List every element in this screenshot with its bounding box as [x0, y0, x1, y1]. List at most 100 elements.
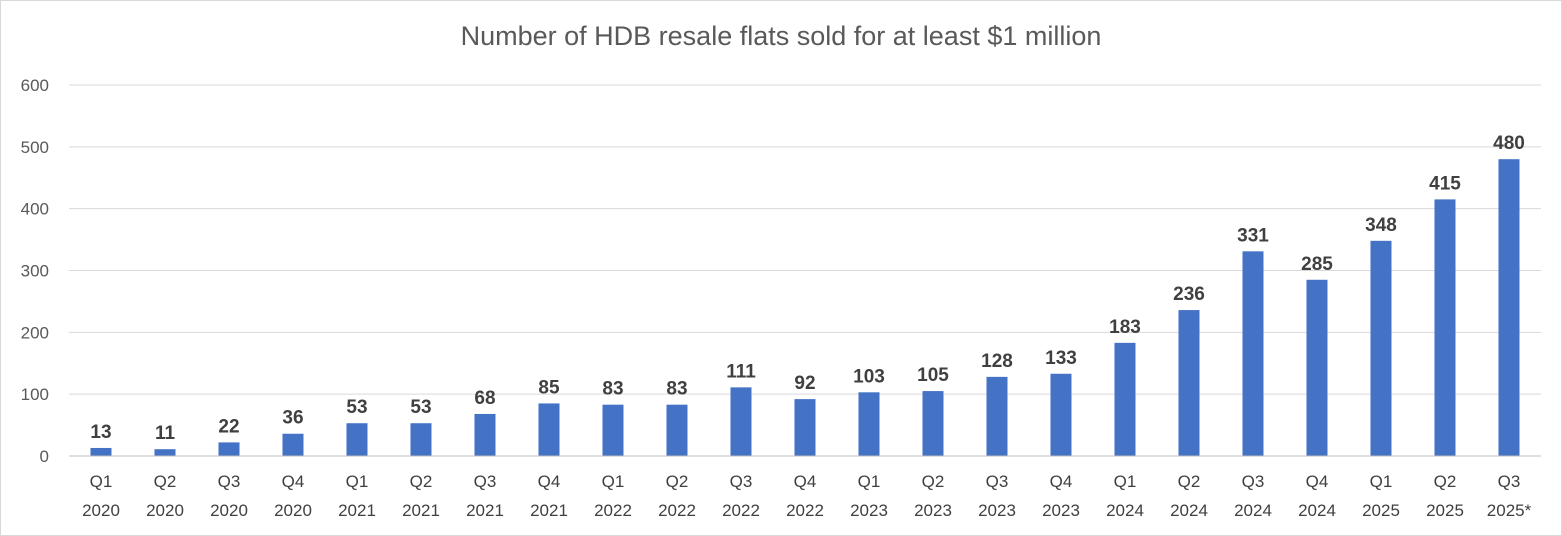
- data-label: 68: [474, 388, 495, 409]
- y-tick-label: 500: [21, 138, 49, 157]
- x-tick-label-year: 2023: [978, 501, 1016, 520]
- bar: [410, 423, 432, 456]
- y-tick-label: 100: [21, 385, 49, 404]
- bar: [922, 391, 944, 456]
- x-tick-label-year: 2023: [1042, 501, 1080, 520]
- bar: [90, 447, 112, 456]
- x-tick-label-quarter: Q3: [474, 472, 497, 491]
- data-label: 285: [1301, 254, 1333, 275]
- y-tick-label: 400: [21, 200, 49, 219]
- y-tick-label: 200: [21, 323, 49, 342]
- bar: [666, 404, 688, 456]
- x-tick-label-quarter: Q1: [1370, 472, 1393, 491]
- x-tick-label-quarter: Q4: [794, 472, 817, 491]
- x-tick-label-quarter: Q1: [858, 472, 881, 491]
- data-label: 13: [90, 422, 111, 443]
- axis-layer: 0 100 200 300 400 500 600 Q1 2020 Q2 2020 Q3 2020 Q4 2…: [21, 76, 1541, 520]
- x-tick-label-quarter: Q1: [1114, 472, 1137, 491]
- data-label: 133: [1045, 348, 1077, 369]
- data-label: 83: [666, 379, 687, 400]
- x-tick-label-quarter: Q1: [346, 472, 369, 491]
- data-label: 22: [218, 416, 239, 437]
- data-label: 331: [1237, 225, 1269, 246]
- x-tick-label-quarter: Q2: [154, 472, 177, 491]
- bar: [218, 442, 240, 456]
- x-tick-label-quarter: Q1: [90, 472, 113, 491]
- data-label: 128: [981, 351, 1013, 372]
- bar: [858, 392, 880, 456]
- x-tick-label-year: 2025: [1362, 501, 1400, 520]
- x-tick-label-year: 2025*: [1487, 501, 1532, 520]
- bar: [282, 433, 304, 456]
- bar: [1498, 159, 1520, 456]
- y-tick-label: 600: [21, 76, 49, 95]
- data-label: 103: [853, 366, 885, 387]
- x-tick-label-quarter: Q4: [1306, 472, 1329, 491]
- bar: [986, 376, 1008, 456]
- data-label: 36: [282, 408, 303, 429]
- x-tick-label-year: 2022: [594, 501, 632, 520]
- data-label: 480: [1493, 133, 1525, 154]
- x-tick-label-year: 2024: [1298, 501, 1336, 520]
- x-tick-label-quarter: Q3: [218, 472, 241, 491]
- bar: [1370, 240, 1392, 456]
- y-tick-label: 300: [21, 262, 49, 281]
- x-tick-label-year: 2022: [658, 501, 696, 520]
- x-tick-label-year: 2020: [210, 501, 248, 520]
- data-label: 415: [1429, 173, 1461, 194]
- y-tick-label: 0: [40, 447, 49, 466]
- bar: [794, 399, 816, 456]
- x-tick-label-year: 2021: [466, 501, 504, 520]
- bar: [154, 449, 176, 456]
- data-label: 85: [538, 377, 560, 398]
- data-label: 83: [602, 379, 623, 400]
- x-tick-label-quarter: Q2: [410, 472, 433, 491]
- bar: [730, 387, 752, 456]
- x-tick-label-year: 2023: [914, 501, 952, 520]
- x-tick-label-quarter: Q4: [282, 472, 305, 491]
- bar: [1050, 373, 1072, 456]
- x-tick-label-year: 2021: [530, 501, 568, 520]
- chart-title: Number of HDB resale flats sold for at l…: [460, 21, 1102, 51]
- x-tick-label-year: 2021: [338, 501, 376, 520]
- data-label: 92: [794, 373, 815, 394]
- bar: [1242, 251, 1264, 456]
- data-label: 53: [410, 397, 431, 418]
- x-tick-label-quarter: Q4: [538, 472, 561, 491]
- x-tick-label-year: 2022: [786, 501, 824, 520]
- x-tick-label-year: 2025: [1426, 501, 1464, 520]
- x-tick-label-year: 2024: [1106, 501, 1144, 520]
- x-tick-label-quarter: Q4: [1050, 472, 1073, 491]
- x-tick-label-quarter: Q3: [1498, 472, 1521, 491]
- bar: [1178, 310, 1200, 456]
- x-tick-label-year: 2024: [1234, 501, 1272, 520]
- bar: [1434, 199, 1456, 456]
- data-label-layer: 13 11 22 36 53 53 68 85 83 83 111 92 103 105 128 133 183…: [90, 133, 1524, 444]
- data-label: 53: [346, 397, 367, 418]
- bar: [474, 413, 496, 456]
- data-label: 105: [917, 365, 949, 386]
- x-tick-label-quarter: Q2: [922, 472, 945, 491]
- data-label: 236: [1173, 284, 1205, 305]
- data-label: 348: [1365, 215, 1397, 236]
- bar-layer: [90, 159, 1520, 456]
- bar: [1306, 279, 1328, 456]
- x-tick-label-year: 2020: [146, 501, 184, 520]
- data-label: 183: [1109, 317, 1141, 338]
- x-tick-label-quarter: Q3: [986, 472, 1009, 491]
- bar: [1114, 342, 1136, 456]
- x-tick-label-year: 2024: [1170, 501, 1208, 520]
- bar: [602, 404, 624, 456]
- x-tick-label-quarter: Q3: [1242, 472, 1265, 491]
- x-tick-label-quarter: Q2: [666, 472, 689, 491]
- x-tick-label-year: 2020: [274, 501, 312, 520]
- grid-layer: [69, 84, 1541, 395]
- x-tick-label-quarter: Q2: [1434, 472, 1457, 491]
- x-tick-label-year: 2022: [722, 501, 760, 520]
- x-tick-label-year: 2020: [82, 501, 120, 520]
- data-label: 11: [155, 423, 176, 444]
- x-tick-label-quarter: Q2: [1178, 472, 1201, 491]
- bar: [538, 403, 560, 456]
